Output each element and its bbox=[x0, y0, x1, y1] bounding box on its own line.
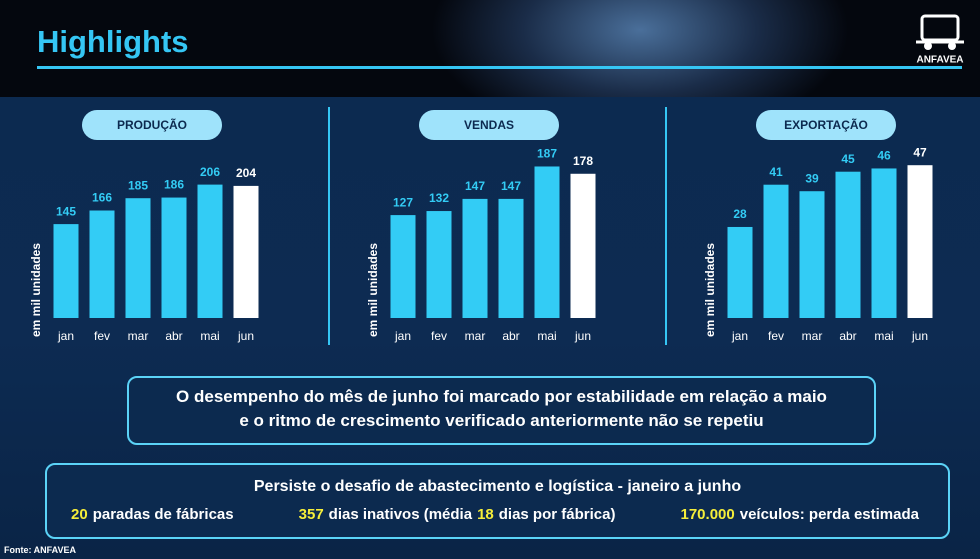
slide-title: Highlights bbox=[37, 24, 189, 59]
chart-title: VENDAS bbox=[464, 118, 514, 132]
summary-box: O desempenho do mês de junho foi marcado… bbox=[127, 376, 876, 445]
stat-number: 20 bbox=[71, 506, 88, 523]
summary-line: O desempenho do mês de junho foi marcado… bbox=[176, 387, 827, 406]
value-label: 28 bbox=[733, 207, 747, 221]
chart: EXPORTAÇÃO em mil unidades 28 jan 41 fev 39 mar… bbox=[703, 110, 933, 343]
bar bbox=[53, 224, 79, 318]
stat: 20 paradas de fábricas bbox=[71, 506, 239, 523]
bar bbox=[871, 168, 897, 318]
x-tick-label: fev bbox=[431, 329, 447, 343]
value-label: 186 bbox=[164, 178, 184, 192]
separator bbox=[328, 107, 330, 345]
x-tick-label: jan bbox=[394, 329, 411, 343]
value-label: 127 bbox=[393, 195, 413, 209]
value-label: 166 bbox=[92, 191, 112, 205]
stat-number: 357 bbox=[298, 506, 324, 523]
bar bbox=[390, 215, 416, 318]
chart-title: PRODUÇÃO bbox=[117, 117, 187, 132]
x-tick-label: jan bbox=[731, 329, 748, 343]
logo: ANFAVEA bbox=[916, 14, 964, 66]
stat-number: 170.000 bbox=[680, 506, 735, 523]
summary-line: e o ritmo de crescimento verificado ante… bbox=[239, 411, 764, 430]
x-tick-label: jun bbox=[237, 329, 254, 343]
bar bbox=[799, 191, 825, 318]
value-label: 45 bbox=[841, 152, 855, 166]
bar bbox=[233, 185, 259, 318]
x-tick-label: abr bbox=[839, 329, 856, 343]
x-tick-label: fev bbox=[768, 329, 784, 343]
bar bbox=[89, 210, 115, 318]
stat-text: dias inativos (média bbox=[328, 506, 473, 523]
bar bbox=[161, 197, 187, 318]
bar bbox=[763, 184, 789, 318]
value-label: 178 bbox=[573, 154, 593, 168]
value-label: 147 bbox=[465, 179, 485, 193]
x-tick-label: mar bbox=[128, 329, 149, 343]
bar bbox=[570, 173, 596, 318]
y-axis-label: em mil unidades bbox=[29, 243, 43, 337]
x-tick-label: mar bbox=[802, 329, 823, 343]
bar bbox=[125, 198, 151, 318]
bar bbox=[498, 198, 524, 318]
source: Fonte: ANFAVEA bbox=[4, 545, 76, 555]
title-rule bbox=[37, 66, 962, 69]
bar bbox=[426, 211, 452, 318]
stat-number: 18 bbox=[477, 506, 494, 523]
bar bbox=[462, 198, 488, 318]
x-tick-label: mai bbox=[874, 329, 893, 343]
stats: 20 paradas de fábricas 357 dias inativos (m… bbox=[47, 506, 948, 523]
x-tick-label: abr bbox=[165, 329, 182, 343]
bar bbox=[197, 184, 223, 318]
bar bbox=[835, 171, 861, 318]
y-axis-label: em mil unidades bbox=[366, 243, 380, 337]
stat-text: paradas de fábricas bbox=[92, 506, 234, 523]
logo-icon bbox=[948, 42, 956, 50]
value-label: 47 bbox=[913, 145, 927, 159]
x-tick-label: jun bbox=[574, 329, 591, 343]
bar bbox=[727, 226, 753, 318]
logo-text: ANFAVEA bbox=[916, 55, 963, 66]
value-label: 187 bbox=[537, 147, 557, 161]
x-tick-label: mai bbox=[537, 329, 556, 343]
stat: 357 dias inativos (média 18 dias por fábric… bbox=[299, 506, 621, 523]
value-label: 132 bbox=[429, 191, 449, 205]
y-axis-label: em mil unidades bbox=[703, 243, 717, 337]
x-tick-label: jun bbox=[911, 329, 928, 343]
x-tick-label: fev bbox=[94, 329, 110, 343]
chart: PRODUÇÃO em mil unidades 145 jan 166 fev 185 ma… bbox=[29, 110, 259, 343]
chart-title: EXPORTAÇÃO bbox=[784, 117, 868, 132]
x-tick-label: mai bbox=[200, 329, 219, 343]
separator bbox=[665, 107, 667, 345]
x-tick-label: abr bbox=[502, 329, 519, 343]
title-pill bbox=[756, 110, 896, 140]
stat-text: veículos: perda estimada bbox=[739, 506, 919, 523]
value-label: 39 bbox=[805, 171, 819, 185]
value-label: 185 bbox=[128, 178, 148, 192]
value-label: 206 bbox=[200, 165, 220, 179]
bar bbox=[907, 165, 933, 318]
bar bbox=[534, 166, 560, 318]
logo-icon bbox=[920, 14, 960, 42]
challenge-title: Persiste o desafio de abastecimento e lo… bbox=[253, 478, 742, 495]
title-pill bbox=[419, 110, 559, 140]
value-label: 46 bbox=[877, 149, 891, 163]
header-band bbox=[0, 0, 980, 97]
value-label: 204 bbox=[236, 166, 256, 180]
challenge-box: Persiste o desafio de abastecimento e lo… bbox=[45, 463, 950, 539]
stat-text: dias por fábrica) bbox=[498, 506, 616, 523]
logo-icon bbox=[924, 42, 932, 50]
stat: 170.000 veículos: perda estimada bbox=[681, 506, 924, 523]
value-label: 41 bbox=[769, 165, 783, 179]
x-tick-label: jan bbox=[57, 329, 74, 343]
title-pill bbox=[82, 110, 222, 140]
value-label: 145 bbox=[56, 204, 76, 218]
chart: VENDAS em mil unidades 127 jan 132 fev 147 mar 1… bbox=[366, 110, 596, 343]
value-label: 147 bbox=[501, 179, 521, 193]
x-tick-label: mar bbox=[465, 329, 486, 343]
